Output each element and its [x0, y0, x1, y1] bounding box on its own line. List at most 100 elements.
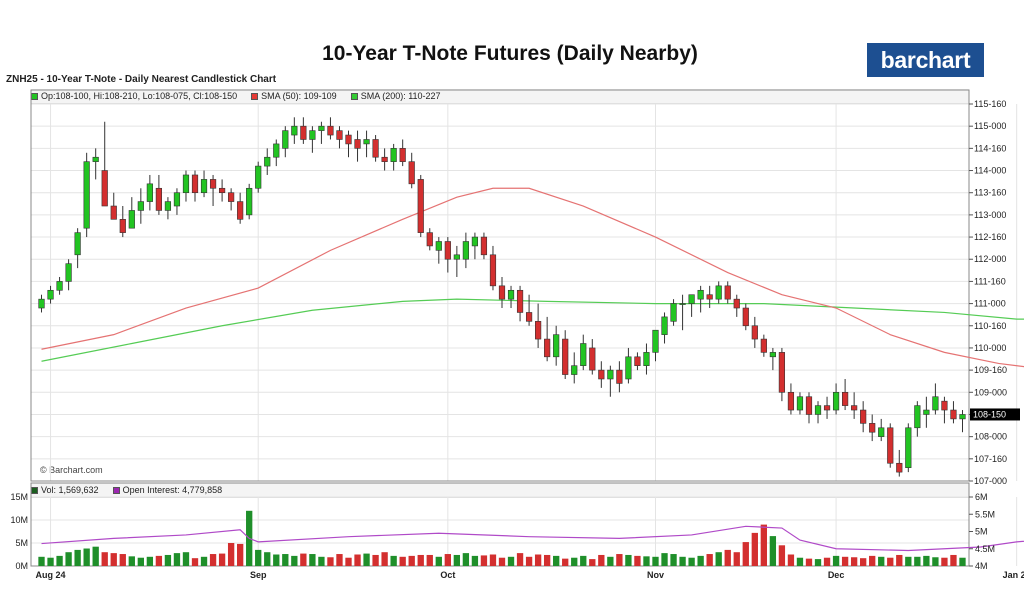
volume-bar — [769, 536, 777, 566]
volume-bar — [417, 554, 424, 566]
candle — [146, 174, 153, 211]
candle — [237, 192, 244, 224]
candle — [643, 343, 650, 375]
candle — [372, 135, 379, 162]
candle — [273, 139, 280, 167]
candle — [553, 325, 560, 366]
candle-body — [255, 165, 262, 189]
candle-body — [372, 139, 379, 158]
candle — [905, 423, 912, 473]
x-tick-label: Oct — [440, 570, 455, 580]
candle-body — [751, 325, 758, 340]
price-tick-label: 115-160 — [974, 99, 1006, 109]
candle — [607, 365, 614, 397]
volume-bar — [896, 554, 903, 566]
volume-bar — [318, 556, 325, 566]
volume-bar — [643, 556, 650, 566]
volume-bar — [760, 524, 768, 566]
candle-body — [345, 134, 352, 145]
x-tick-label: Sep — [250, 570, 267, 580]
legend-ohlc-label: Op:108-100, Hi:108-210, Lo:108-075, Cl:1… — [41, 91, 238, 101]
candle-body — [580, 343, 587, 366]
volume-bar — [65, 552, 72, 566]
candle — [688, 294, 695, 317]
volume-bar — [390, 555, 397, 566]
candle-body — [869, 423, 876, 433]
volume-bar — [652, 556, 659, 566]
candle — [480, 232, 488, 260]
candle-body — [525, 312, 533, 322]
candle — [56, 276, 63, 295]
volume-bar — [625, 554, 632, 566]
candle-body — [706, 294, 713, 300]
candle-body — [571, 365, 578, 375]
candle-body — [742, 307, 749, 327]
candle-body — [399, 148, 406, 162]
candle-body — [724, 285, 731, 300]
candle-body — [498, 285, 506, 300]
candle-body — [246, 187, 253, 216]
volume-bar — [399, 556, 406, 566]
volume-bar — [209, 554, 217, 566]
volume-frame — [30, 482, 970, 567]
candle — [562, 330, 569, 379]
volume-bar — [778, 545, 786, 566]
candle — [778, 347, 786, 402]
volume-bar — [878, 556, 885, 566]
candle — [345, 130, 352, 158]
candle-body — [237, 201, 244, 220]
candle-body — [905, 427, 912, 468]
x-tick-label: Nov — [647, 570, 664, 580]
candle — [354, 130, 361, 162]
chart-title: 10-Year T-Note Futures (Daily Nearby) — [322, 42, 698, 65]
candle — [851, 392, 858, 419]
volume-bar — [733, 552, 740, 566]
candle-body — [823, 405, 831, 411]
candles — [38, 117, 966, 477]
candle-body — [363, 139, 370, 145]
volume-bar — [38, 556, 45, 566]
candle-body — [553, 334, 560, 358]
volume-bar — [372, 554, 379, 566]
oi-tick-label: 6M — [975, 492, 988, 502]
candle-body — [209, 179, 217, 189]
chart-frames — [30, 89, 970, 567]
candle-body — [688, 294, 695, 304]
candle-body — [128, 210, 135, 229]
volume-bar — [200, 556, 208, 566]
candle-body — [56, 281, 63, 291]
price-tick-label: 113-160 — [974, 188, 1006, 198]
volume-bar — [950, 554, 957, 566]
candle — [128, 197, 135, 229]
candle-body — [661, 316, 668, 335]
candle — [950, 401, 957, 424]
price-tick-label: 112-160 — [974, 232, 1006, 242]
price-tick-label: 111-160 — [974, 276, 1006, 286]
volume-bar — [56, 555, 63, 566]
candle — [381, 148, 388, 171]
candle-body — [444, 241, 451, 260]
candle — [805, 392, 813, 424]
candle-body — [408, 161, 415, 185]
volume-bar — [688, 557, 695, 566]
candle-body — [670, 303, 677, 322]
candle — [598, 361, 605, 388]
candle-body — [643, 352, 650, 366]
volume-bar — [164, 554, 172, 566]
candle — [787, 383, 795, 415]
candle — [679, 294, 686, 331]
candle-body — [155, 187, 162, 211]
candle — [182, 170, 190, 202]
candle-body — [38, 298, 45, 309]
candle — [616, 361, 623, 393]
volume-bar — [182, 552, 190, 566]
volume-bar — [309, 554, 316, 566]
candle-body — [282, 130, 289, 149]
candle-body — [47, 289, 54, 300]
volume-bar — [905, 556, 912, 566]
volume-bar — [543, 554, 551, 566]
candle — [417, 174, 424, 238]
volume-bar — [805, 558, 813, 566]
sma-lines — [41, 187, 1024, 368]
candle — [878, 418, 885, 442]
